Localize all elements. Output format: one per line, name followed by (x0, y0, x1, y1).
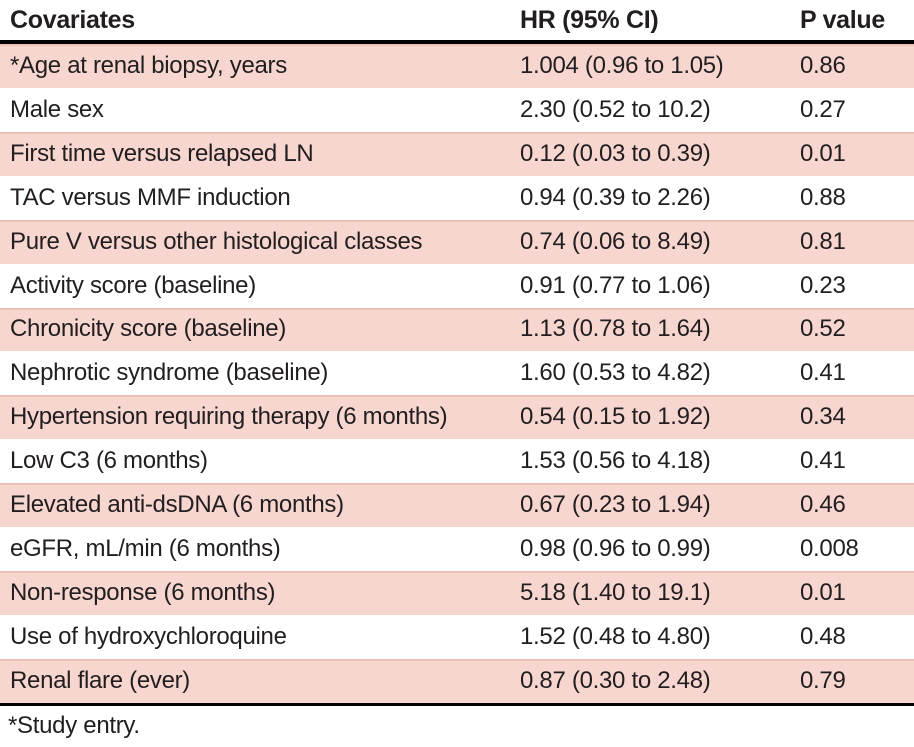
table-body: *Age at renal biopsy, years 1.004 (0.96 … (0, 44, 914, 703)
table-row: Chronicity score (baseline) 1.13 (0.78 t… (0, 307, 914, 352)
table-row: Hypertension requiring therapy (6 months… (0, 395, 914, 440)
cell-covariate: Non-response (6 months) (10, 579, 276, 607)
table-row: TAC versus MMF induction 0.94 (0.39 to 2… (0, 176, 914, 220)
table-row: Renal flare (ever) 0.87 (0.30 to 2.48) 0… (0, 658, 914, 703)
cell-covariate: Activity score (baseline) (10, 271, 256, 299)
cell-hr-ci: 0.87 (0.30 to 2.48) (520, 666, 711, 694)
cell-covariate: Hypertension requiring therapy (6 months… (10, 403, 448, 431)
cell-p-value: 0.008 (800, 535, 859, 563)
table-header-row: Covariates HR (95% CI) P value (0, 0, 914, 44)
table-row: Male sex 2.30 (0.52 to 10.2) 0.27 (0, 88, 914, 132)
cell-hr-ci: 2.30 (0.52 to 10.2) (520, 95, 711, 123)
cell-p-value: 0.88 (800, 183, 846, 211)
column-header-hr-ci: HR (95% CI) (520, 5, 659, 34)
table-row: Low C3 (6 months) 1.53 (0.56 to 4.18) 0.… (0, 439, 914, 483)
cell-p-value: 0.41 (800, 359, 846, 387)
cell-p-value: 0.52 (800, 315, 846, 343)
cell-covariate: Low C3 (6 months) (10, 447, 208, 475)
cell-p-value: 0.01 (800, 579, 846, 607)
table-row: Activity score (baseline) 0.91 (0.77 to … (0, 264, 914, 308)
table-row: First time versus relapsed LN 0.12 (0.03… (0, 131, 914, 176)
table-row: Pure V versus other histological classes… (0, 219, 914, 264)
cell-hr-ci: 5.18 (1.40 to 19.1) (520, 579, 711, 607)
cell-p-value: 0.79 (800, 666, 846, 694)
table-row: Nephrotic syndrome (baseline) 1.60 (0.53… (0, 351, 914, 395)
table-footnote: *Study entry. (8, 711, 140, 739)
cell-covariate: Nephrotic syndrome (baseline) (10, 359, 329, 387)
cell-p-value: 0.81 (800, 227, 846, 255)
cell-p-value: 0.46 (800, 491, 846, 519)
cell-covariate: Renal flare (ever) (10, 666, 191, 694)
cell-hr-ci: 1.53 (0.56 to 4.18) (520, 447, 711, 475)
cell-hr-ci: 0.91 (0.77 to 1.06) (520, 271, 711, 299)
cell-hr-ci: 1.52 (0.48 to 4.80) (520, 622, 711, 650)
cell-hr-ci: 0.54 (0.15 to 1.92) (520, 403, 711, 431)
cell-p-value: 0.48 (800, 622, 846, 650)
cell-covariate: eGFR, mL/min (6 months) (10, 535, 281, 563)
table-row: eGFR, mL/min (6 months) 0.98 (0.96 to 0.… (0, 527, 914, 571)
cell-hr-ci: 0.94 (0.39 to 2.26) (520, 183, 711, 211)
cell-p-value: 0.34 (800, 403, 846, 431)
cell-hr-ci: 0.74 (0.06 to 8.49) (520, 227, 711, 255)
cell-hr-ci: 0.12 (0.03 to 0.39) (520, 139, 711, 167)
cell-hr-ci: 1.004 (0.96 to 1.05) (520, 51, 724, 79)
cell-hr-ci: 0.67 (0.23 to 1.94) (520, 491, 711, 519)
column-header-covariates: Covariates (10, 5, 135, 34)
cell-covariate: *Age at renal biopsy, years (10, 51, 287, 79)
table-row: *Age at renal biopsy, years 1.004 (0.96 … (0, 44, 914, 88)
table-row: Non-response (6 months) 5.18 (1.40 to 19… (0, 571, 914, 615)
cell-p-value: 0.23 (800, 271, 846, 299)
cell-covariate: Male sex (10, 95, 104, 123)
cell-p-value: 0.27 (800, 95, 846, 123)
cell-covariate: Chronicity score (baseline) (10, 315, 287, 343)
cell-covariate: Elevated anti-dsDNA (6 months) (10, 491, 344, 519)
table-row: Elevated anti-dsDNA (6 months) 0.67 (0.2… (0, 483, 914, 528)
cell-covariate: First time versus relapsed LN (10, 139, 314, 167)
cell-hr-ci: 1.60 (0.53 to 4.82) (520, 359, 711, 387)
table-row: Use of hydroxychloroquine 1.52 (0.48 to … (0, 615, 914, 659)
cell-p-value: 0.01 (800, 139, 846, 167)
cell-covariate: Pure V versus other histological classes (10, 227, 423, 255)
column-header-p-value: P value (800, 5, 885, 34)
cell-hr-ci: 0.98 (0.96 to 0.99) (520, 535, 711, 563)
cell-hr-ci: 1.13 (0.78 to 1.64) (520, 315, 711, 343)
cell-covariate: TAC versus MMF induction (10, 183, 291, 211)
footnote-divider: *Study entry. (0, 702, 914, 740)
cell-p-value: 0.41 (800, 447, 846, 475)
cell-p-value: 0.86 (800, 51, 846, 79)
cell-covariate: Use of hydroxychloroquine (10, 622, 287, 650)
